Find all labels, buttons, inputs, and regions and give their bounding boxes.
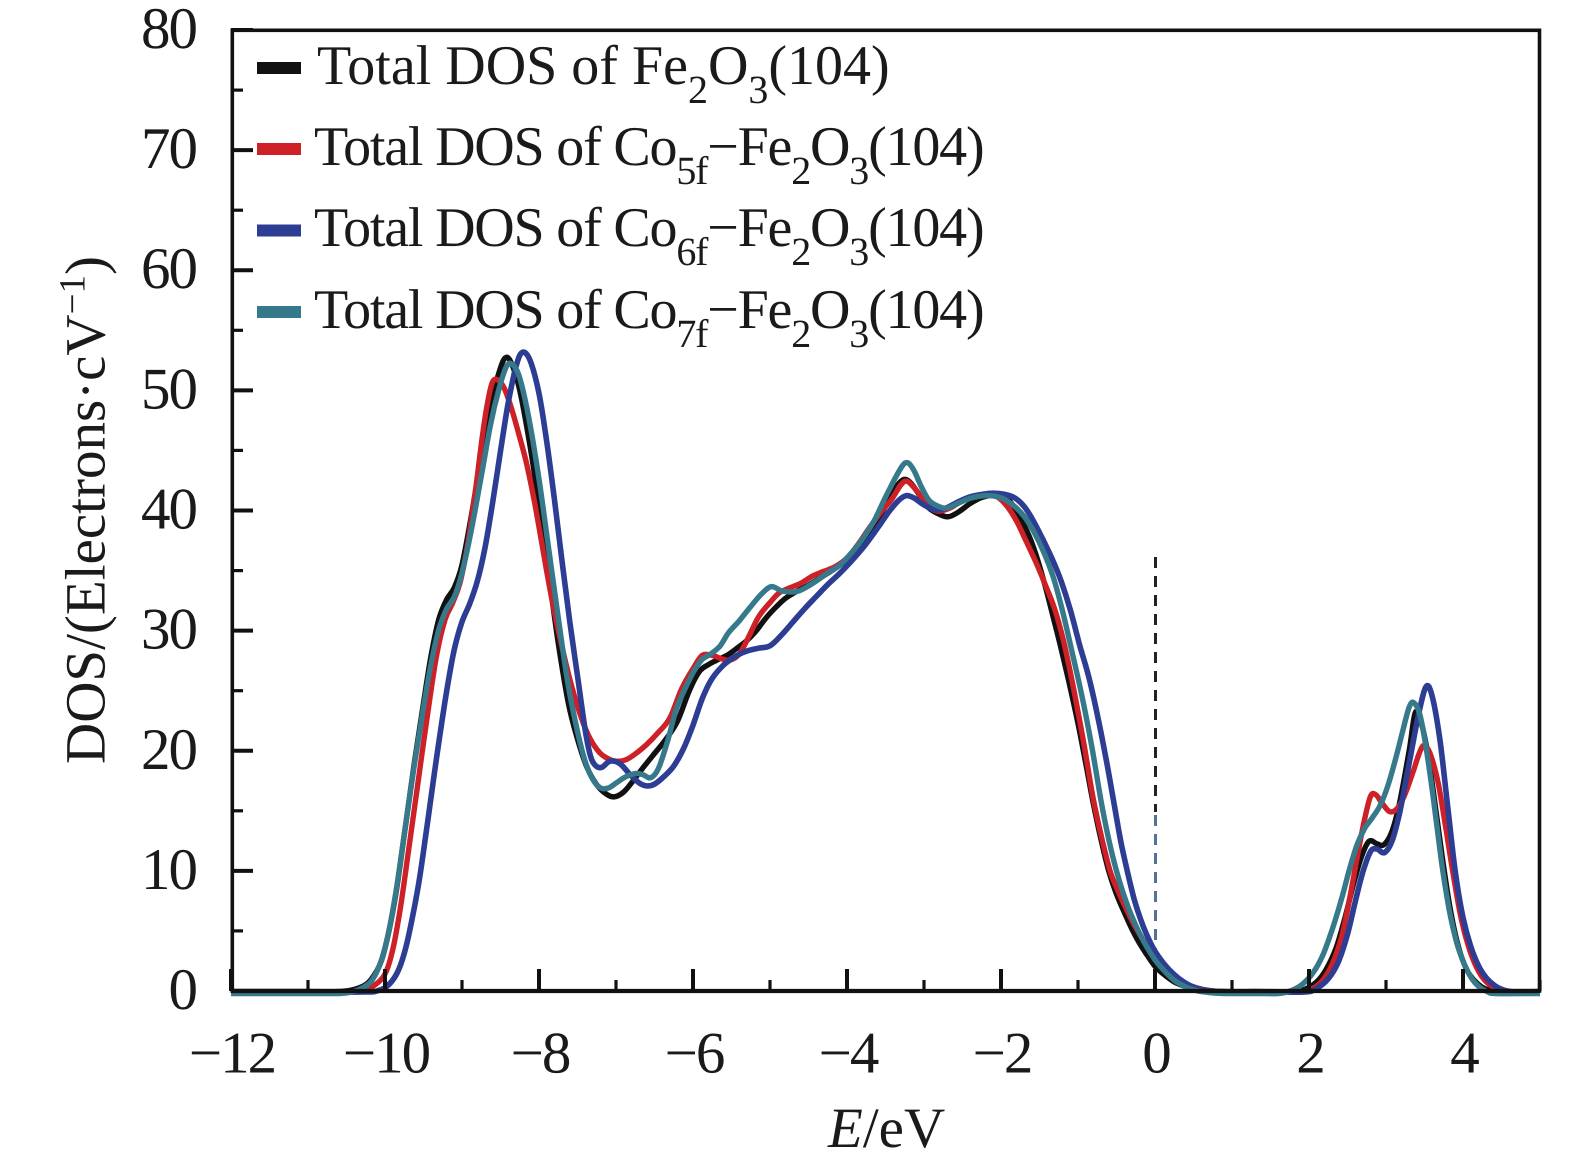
- svg-text:2: 2: [1296, 1020, 1324, 1086]
- svg-text:60: 60: [141, 235, 197, 301]
- svg-text:E/eV: E/eV: [827, 1097, 945, 1160]
- svg-text:0: 0: [169, 956, 197, 1022]
- svg-text:DOS/(Electrons·cV−1): DOS/(Electrons·cV−1): [53, 256, 118, 764]
- svg-text:−4: −4: [819, 1020, 879, 1086]
- svg-text:0: 0: [1142, 1020, 1170, 1086]
- svg-text:4: 4: [1450, 1020, 1479, 1086]
- svg-text:10: 10: [141, 836, 197, 902]
- svg-text:−6: −6: [665, 1020, 724, 1086]
- svg-text:50: 50: [141, 355, 197, 421]
- svg-text:20: 20: [141, 716, 197, 782]
- svg-text:70: 70: [141, 115, 197, 181]
- svg-text:40: 40: [141, 476, 197, 542]
- svg-text:−2: −2: [973, 1020, 1032, 1086]
- svg-text:80: 80: [141, 0, 197, 61]
- svg-text:30: 30: [141, 596, 197, 662]
- svg-text:−10: −10: [343, 1020, 430, 1086]
- svg-text:−12: −12: [189, 1020, 275, 1086]
- svg-text:−8: −8: [511, 1020, 570, 1086]
